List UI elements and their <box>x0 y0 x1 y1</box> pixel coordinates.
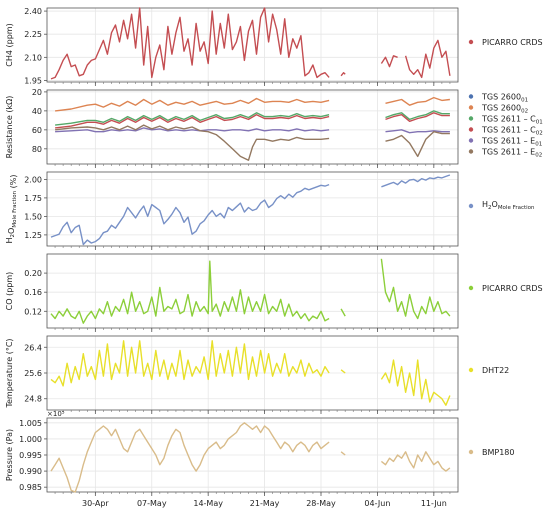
legend-marker <box>468 127 474 132</box>
legend: BMP180 <box>468 448 514 457</box>
legend-marker <box>468 105 474 110</box>
y-tick-label: 2.10 <box>24 53 42 62</box>
legend-marker <box>468 449 474 455</box>
panel-4: 0.12 0.16 0.20 CO (ppm) PICARRO CRDS <box>5 253 543 332</box>
y-tick-label: 20 <box>32 88 42 97</box>
y-axis-label: CH4 (ppm) <box>5 23 14 66</box>
y-tick-label: 80 <box>32 145 42 154</box>
x-tick-label: 30-Apr <box>82 499 109 508</box>
legend-label: TGS 2611 – E01 <box>481 137 542 148</box>
x-tick-label: 11-Jun <box>421 499 447 508</box>
series-line <box>55 96 450 112</box>
y-axis-label: Temperature (°C) <box>5 338 14 408</box>
legend-label: DHT22 <box>482 366 509 375</box>
series-line <box>50 340 451 406</box>
panel-6: 0.985 0.990 0.995 1.000 1.005 Pressure (Pa) ×1… <box>5 410 514 496</box>
y-tick-label: 2.25 <box>24 30 42 39</box>
y-tick-label: 0.20 <box>24 269 42 278</box>
plot-frame <box>46 7 459 83</box>
x-tick-label: 14-May <box>193 499 223 508</box>
legend-label: TGS 260001 <box>481 93 528 104</box>
y-tick-label: 24.8 <box>24 395 42 404</box>
series-line <box>55 124 450 161</box>
y-axis-label: H2OMole Fraction (%) <box>5 175 18 244</box>
plot-frame <box>46 89 459 165</box>
y-scale-multiplier: ×10⁵ <box>47 410 65 418</box>
legend-label: TGS 2611 – C01 <box>481 115 543 126</box>
x-tick-label: 21-May <box>250 499 280 508</box>
legend-marker <box>468 116 474 121</box>
y-axis-label: Pressure (Pa) <box>5 429 14 481</box>
y-tick-label: 1.75 <box>24 194 42 203</box>
legend-label: TGS 2611 – E02 <box>481 148 542 159</box>
plot-frame <box>46 253 459 329</box>
y-tick-label: 2.00 <box>24 175 42 184</box>
series-line <box>50 174 451 246</box>
legend: PICARRO CRDS <box>468 38 543 47</box>
y-axis-label: CO (ppm) <box>5 272 14 311</box>
y-tick-label: 1.25 <box>24 231 42 240</box>
legend-marker <box>468 203 474 209</box>
y-axis-label: Resistance (kΩ) <box>5 96 14 159</box>
y-tick-label: 0.12 <box>24 307 42 316</box>
legend-marker <box>468 149 474 154</box>
legend: H2OMole Fraction <box>468 200 535 211</box>
plot-frame <box>46 335 459 411</box>
y-tick-label: 0.16 <box>24 288 42 297</box>
x-tick-label: 28-May <box>306 499 336 508</box>
y-tick-label: 40 <box>32 107 42 116</box>
y-tick-label: 1.95 <box>24 76 42 85</box>
series-line <box>50 258 451 324</box>
y-tick-label: 25.6 <box>24 369 42 378</box>
panel-1: 1.95 2.10 2.25 2.40 CH4 (ppm) PICARRO CRDS <box>5 7 543 86</box>
legend-label: TGS 260002 <box>481 104 528 115</box>
legend-marker <box>468 39 474 45</box>
panel-5: 24.8 25.6 26.4 Temperature (°C) DHT22 <box>5 335 509 414</box>
plot-frame <box>46 171 459 247</box>
y-tick-label: 0.995 <box>19 451 42 460</box>
x-tick-label: 07-May <box>137 499 167 508</box>
legend-label: TGS 2611 – C02 <box>481 126 543 137</box>
legend-label: PICARRO CRDS <box>482 284 543 293</box>
series-line <box>55 110 450 126</box>
plot-frame <box>46 417 459 493</box>
legend-label: H2OMole Fraction <box>482 200 535 211</box>
legend-label: PICARRO CRDS <box>482 38 543 47</box>
legend-marker <box>468 285 474 291</box>
legend: PICARRO CRDS <box>468 284 543 293</box>
series-line <box>50 422 451 493</box>
y-tick-label: 1.000 <box>19 435 42 444</box>
legend-marker <box>468 94 474 99</box>
y-tick-label: 0.985 <box>19 483 42 492</box>
y-tick-label: 60 <box>32 126 42 135</box>
legend-label: BMP180 <box>482 448 514 457</box>
legend-marker <box>468 367 474 373</box>
legend: DHT22 <box>468 366 509 375</box>
y-tick-label: 26.4 <box>24 343 42 352</box>
panel-3: 1.25 1.50 1.75 2.00 H2OMole Fraction (%) H2OM… <box>5 171 535 250</box>
y-tick-label: 1.005 <box>19 419 42 428</box>
x-tick-label: 04-Jun <box>364 499 390 508</box>
series-line <box>55 112 450 129</box>
y-tick-label: 1.50 <box>24 212 42 221</box>
y-tick-label: 0.990 <box>19 467 42 476</box>
legend-marker <box>468 138 474 143</box>
y-tick-label: 2.40 <box>24 7 42 16</box>
series-line <box>50 7 451 80</box>
